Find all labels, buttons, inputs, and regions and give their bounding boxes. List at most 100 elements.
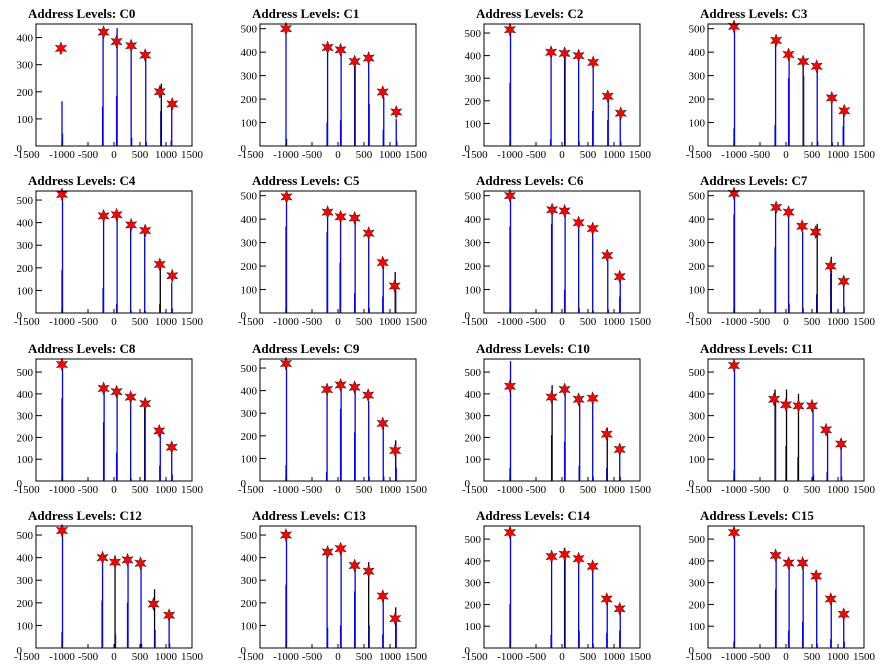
star-marker (727, 186, 741, 201)
star-marker (613, 442, 626, 457)
y-tick-label: 400 (241, 553, 258, 565)
star-marker (809, 224, 822, 240)
y-tick-label: 0 (689, 310, 695, 322)
star-marker (601, 248, 614, 263)
x-tick-label: 0 (559, 484, 565, 496)
chart-title: Address Levels: C12 (28, 508, 142, 523)
star-marker (572, 48, 585, 63)
y-tick-label: 200 (689, 599, 706, 611)
y-tick-label: 0 (17, 310, 23, 322)
x-tick-label: -1500 (14, 316, 40, 328)
y-tick-label: 200 (17, 432, 34, 444)
x-tick-label: -1500 (462, 651, 488, 663)
x-tick-label: 0 (559, 316, 565, 328)
y-tick-label: 0 (689, 478, 695, 490)
star-marker (348, 558, 361, 573)
x-tick-label: -500 (750, 651, 771, 663)
y-tick-label: 100 (465, 454, 482, 466)
star-marker (797, 54, 810, 69)
star-marker (279, 356, 293, 371)
star-marker (125, 38, 138, 53)
x-tick-label: -1000 (273, 651, 299, 663)
x-tick-label: -1000 (273, 149, 299, 161)
star-marker (376, 84, 389, 100)
x-tick-label: -1000 (49, 484, 75, 496)
x-tick-label: -1000 (497, 484, 523, 496)
x-tick-label: 500 (132, 149, 149, 161)
y-tick-label: 500 (465, 28, 482, 40)
star-marker (769, 33, 783, 48)
y-tick-label: 200 (241, 261, 258, 273)
x-tick-label: 1500 (853, 484, 876, 496)
y-tick-label: 400 (689, 214, 706, 226)
x-tick-label: 500 (804, 149, 821, 161)
star-marker (796, 555, 809, 571)
star-marker (767, 392, 781, 407)
star-marker (348, 380, 361, 395)
y-tick-label: 100 (465, 118, 482, 130)
x-tick-label: 1000 (155, 316, 178, 328)
y-tick-label: 400 (465, 389, 482, 401)
y-tick-label: 300 (17, 575, 34, 587)
x-tick-label: 0 (783, 149, 789, 161)
star-marker (558, 382, 571, 397)
star-marker (782, 555, 795, 571)
star-marker (769, 200, 783, 215)
star-marker (348, 210, 361, 226)
x-tick-label: 1500 (405, 651, 428, 663)
plot-frame (483, 358, 641, 482)
star-marker (834, 436, 848, 452)
y-tick-label: 200 (465, 261, 482, 273)
star-marker (166, 268, 179, 283)
y-tick-label: 200 (241, 598, 258, 610)
plot-frame (35, 23, 193, 147)
y-tick-label: 100 (17, 285, 34, 297)
y-tick-label: 0 (689, 143, 695, 155)
star-marker (362, 226, 375, 241)
y-tick-label: 0 (17, 143, 23, 155)
star-marker (362, 564, 375, 579)
x-tick-label: 500 (580, 316, 597, 328)
star-marker (55, 523, 69, 538)
star-marker (389, 443, 402, 458)
star-marker (279, 527, 293, 543)
y-tick-label: 400 (17, 553, 34, 565)
star-marker (769, 548, 782, 563)
y-tick-label: 200 (241, 431, 258, 443)
y-tick-label: 400 (241, 47, 258, 59)
x-tick-label: 500 (804, 316, 821, 328)
star-marker (544, 45, 558, 60)
x-tick-label: -1500 (238, 484, 264, 496)
star-marker (824, 258, 837, 274)
x-tick-label: 500 (580, 149, 597, 161)
plot-frame (483, 525, 641, 649)
y-tick-label: 200 (465, 96, 482, 108)
plot-frame (259, 525, 417, 649)
star-marker (503, 188, 517, 203)
x-tick-label: -1500 (462, 149, 488, 161)
star-marker (153, 257, 166, 272)
y-tick-label: 400 (241, 214, 258, 226)
star-marker (124, 390, 137, 405)
plot-frame (707, 190, 865, 314)
y-tick-label: 200 (17, 87, 34, 99)
y-tick-label: 100 (241, 285, 258, 297)
x-tick-label: 1500 (181, 149, 204, 161)
x-tick-label: 500 (580, 484, 597, 496)
star-marker (348, 54, 361, 69)
x-tick-label: 500 (356, 316, 373, 328)
x-tick-label: 1500 (629, 484, 652, 496)
plot-frame (35, 525, 193, 649)
x-tick-label: 0 (111, 316, 117, 328)
star-marker (280, 189, 293, 204)
y-tick-label: 100 (689, 621, 706, 633)
chart-title: Address Levels: C4 (28, 173, 136, 188)
y-tick-label: 300 (241, 71, 258, 83)
y-tick-label: 300 (17, 240, 34, 252)
